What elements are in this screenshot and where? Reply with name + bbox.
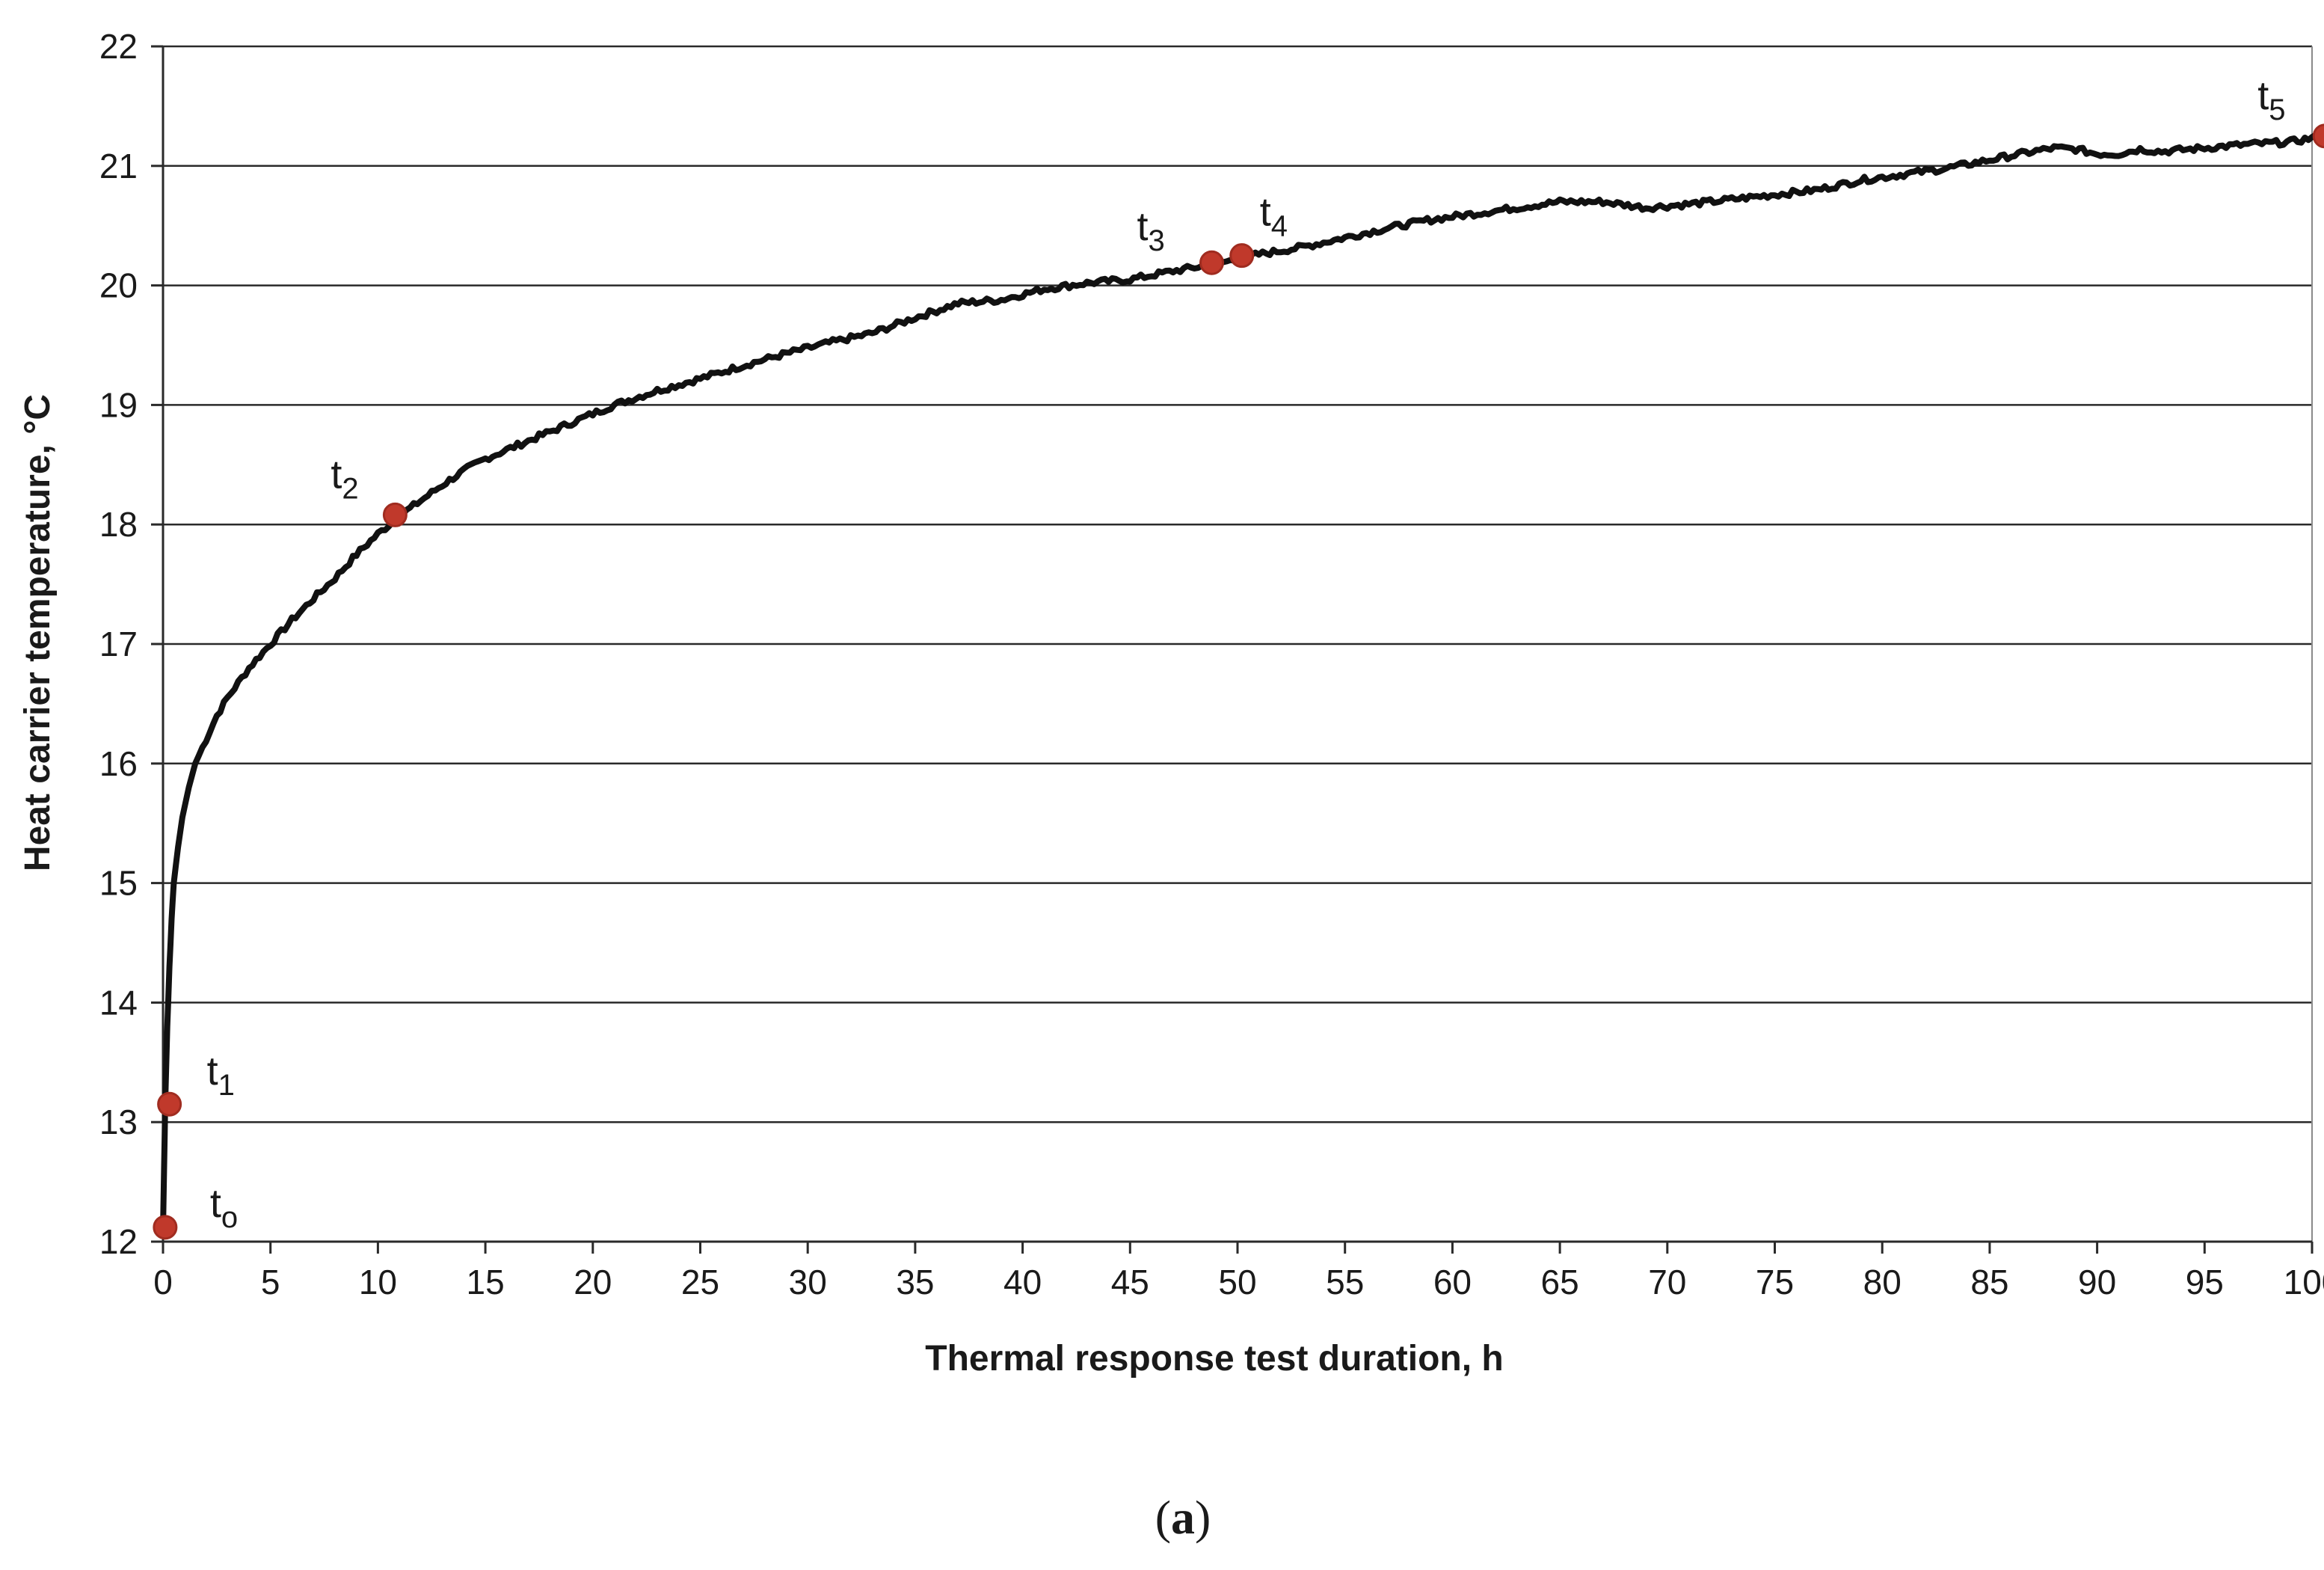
y-tick-label: 22 (99, 27, 138, 66)
y-tick-label: 12 (99, 1222, 138, 1261)
x-tick-label: 20 (574, 1263, 612, 1301)
marker-label-t5: t5 (2257, 73, 2285, 126)
marker-label-t4: t4 (1260, 190, 1288, 243)
y-tick-label: 14 (99, 983, 138, 1022)
y-tick-label: 20 (99, 266, 138, 305)
x-tick-label: 10 (359, 1263, 397, 1301)
marker-point-t3 (1199, 250, 1225, 275)
series-line-0 (160, 132, 2324, 1233)
x-tick-label: 0 (153, 1263, 173, 1301)
x-axis-title: Thermal response test duration, h (925, 1339, 1503, 1379)
marker-label-main: t (331, 452, 342, 497)
marker-label-main: t (2257, 73, 2269, 118)
marker-label-main: t (1260, 190, 1271, 235)
marker-point-t2 (382, 502, 408, 527)
x-tick-label: 95 (2186, 1263, 2224, 1301)
y-axis-title: Heat carrier temperature, °C (18, 394, 58, 871)
marker-label-to: to (210, 1181, 238, 1234)
marker-point-t4 (1229, 243, 1255, 269)
x-tick-label: 80 (1863, 1263, 1902, 1301)
figure-caption: (a) (1155, 1491, 1211, 1544)
marker-label-main: t (210, 1181, 221, 1226)
x-tick-label: 15 (467, 1263, 505, 1301)
marker-label-main: t (1137, 204, 1149, 249)
x-tick-label: 100 (2284, 1263, 2324, 1301)
marker-label-sub: o (221, 1201, 238, 1234)
x-tick-label: 75 (1756, 1263, 1794, 1301)
x-tick-label: 55 (1326, 1263, 1364, 1301)
y-tick-label: 18 (99, 505, 138, 544)
marker-label-t1: t1 (207, 1049, 235, 1102)
y-tick-label: 17 (99, 625, 138, 663)
gridlines (163, 45, 2312, 1243)
x-tick-label: 70 (1648, 1263, 1686, 1301)
y-tick-label: 15 (99, 864, 138, 903)
x-tick-label: 85 (1970, 1263, 2008, 1301)
marker-point-t1 (157, 1091, 182, 1117)
x-tick-label: 5 (261, 1263, 280, 1301)
x-tick-label: 25 (681, 1263, 719, 1301)
y-tick-label: 21 (99, 147, 138, 185)
marker-point-to (153, 1215, 178, 1240)
caption-letter: a (1171, 1491, 1195, 1544)
x-tick-label: 50 (1218, 1263, 1256, 1301)
marker-label-t2: t2 (331, 452, 358, 505)
data-series (160, 132, 2324, 1233)
caption-open: ( (1155, 1491, 1171, 1544)
axes (151, 45, 2314, 1254)
x-tick-label: 35 (896, 1263, 934, 1301)
marker-point-t5 (2312, 123, 2324, 149)
y-tick-label: 19 (99, 385, 138, 424)
caption-close: ) (1195, 1491, 1211, 1544)
y-tick-label: 13 (99, 1103, 138, 1141)
x-tick-label: 65 (1541, 1263, 1579, 1301)
x-tick-label: 45 (1111, 1263, 1149, 1301)
marker-label-sub: 2 (342, 472, 358, 505)
x-tick-label: 60 (1433, 1263, 1472, 1301)
marker-label-t3: t3 (1137, 204, 1165, 257)
marker-label-sub: 1 (218, 1069, 235, 1102)
y-tick-label: 16 (99, 744, 138, 783)
x-tick-label: 40 (1003, 1263, 1042, 1301)
marker-label-sub: 3 (1149, 224, 1165, 257)
x-tick-label: 30 (789, 1263, 827, 1301)
marker-label-sub: 4 (1271, 210, 1288, 243)
marker-label-main: t (207, 1049, 218, 1094)
marker-label-sub: 5 (2269, 93, 2285, 126)
x-tick-label: 90 (2078, 1263, 2116, 1301)
